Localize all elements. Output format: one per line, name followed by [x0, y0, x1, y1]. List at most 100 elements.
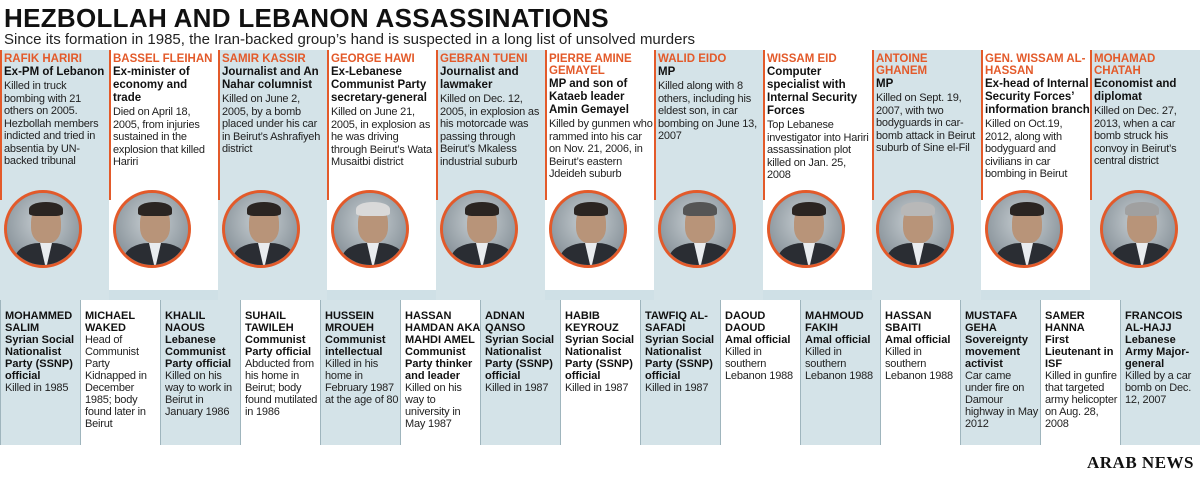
portrait-photo: [549, 190, 627, 268]
victim-name: SAMIR KASSIR: [222, 53, 306, 65]
victim-name: MICHAEL WAKED: [85, 310, 135, 334]
victim-card: GEORGE HAWI Ex-Lebanese Communist Party …: [327, 50, 436, 300]
victim-name: MAHMOUD FAKIH: [805, 310, 864, 334]
victim-entry: TAWFIQ AL-SAFADI Syrian Social Nationali…: [640, 300, 720, 445]
victim-detail: Killed by gunmen who rammed into his car…: [549, 118, 653, 180]
victim-card: ANTOINE GHANEM MP Killed on Sept. 19, 20…: [872, 50, 981, 300]
portrait-photo: [222, 190, 300, 268]
portrait-photo: [331, 190, 409, 268]
victim-detail: Abducted from his home in Beirut; body f…: [245, 358, 318, 418]
victim-role: Ex-Lebanese Communist Party secretary-ge…: [331, 66, 427, 104]
page-subtitle: Since its formation in 1985, the Iran-ba…: [4, 31, 695, 48]
victim-role: Ex-PM of Lebanon: [4, 66, 105, 78]
victim-detail: Died on April 18, 2005, from injuries su…: [113, 106, 205, 168]
victim-detail: Top Lebanese investigator into Hariri as…: [767, 119, 869, 181]
victim-name: KHALIL NAOUS: [165, 310, 206, 334]
victim-role: MP: [658, 66, 676, 78]
victim-name: HUSSEIN MROUEH: [325, 310, 374, 334]
arab-news-logo: ARAB NEWS: [1087, 453, 1194, 472]
victim-detail: Killed in 1987: [485, 382, 549, 394]
victim-entry: HASSAN HAMDAN AKA MAHDI AMEL Communist P…: [400, 300, 480, 445]
victim-entry: KHALIL NAOUS Lebanese Communist Party of…: [160, 300, 240, 445]
victim-name: ANTOINE GHANEM: [876, 53, 928, 77]
victim-role: Amal official: [725, 334, 791, 346]
victim-role: Communist intellectual: [325, 334, 386, 358]
victim-role: MP: [876, 78, 894, 90]
victim-name: TAWFIQ AL-SAFADI: [645, 310, 708, 334]
victim-entry: FRANCOIS AL-HAJJ Lebanese Army Major-gen…: [1120, 300, 1200, 445]
victim-role: Lebanese Communist Party official: [165, 334, 232, 370]
victim-detail: Killed on his way to work in Beirut in J…: [165, 370, 232, 418]
victim-entry: MUSTAFA GEHA Sovereignty movement activi…: [960, 300, 1040, 445]
victim-detail: Killed on June 2, 2005, by a bomb placed…: [222, 93, 321, 155]
victim-detail: Car came under fire on Damour highway in…: [965, 370, 1039, 430]
victim-detail: Killed on Oct.19, 2012, along with bodyg…: [985, 118, 1068, 180]
timeline-band: [0, 290, 1200, 300]
victim-detail: Killed in truck bombing with 21 others o…: [4, 80, 99, 167]
victim-card: BASSEL FLEIHAN Ex-minister of economy an…: [109, 50, 218, 300]
victim-role: Economist and diplomat: [1094, 78, 1177, 103]
victim-role: Lebanese Army Major-general: [1125, 334, 1190, 370]
victim-detail: Killed on Dec. 12, 2005, in explosion as…: [440, 93, 540, 168]
victim-detail: Killed in southern Lebanon 1988: [725, 346, 793, 382]
victim-name: WISSAM EID: [767, 53, 837, 65]
victim-entry: HUSSEIN MROUEH Communist intellectual Ki…: [320, 300, 400, 445]
victim-role: Syrian Social Nationalist Party (SSNP) o…: [5, 334, 75, 382]
victim-name: MOHAMMED SALIM: [5, 310, 73, 334]
victim-name: SUHAIL TAWILEH: [245, 310, 294, 334]
victim-name: RAFIK HARIRI: [4, 53, 82, 65]
victim-name: SAMER HANNA: [1045, 310, 1085, 334]
bottom-victims-row: MOHAMMED SALIM Syrian Social Nationalist…: [0, 300, 1200, 445]
portrait-photo: [113, 190, 191, 268]
victim-detail: Killed on Sept. 19, 2007, with two bodyg…: [876, 92, 976, 154]
victim-detail: Killed by a car bomb on Dec. 12, 2007: [1125, 370, 1192, 406]
victim-name: MOHAMAD CHATAH: [1094, 53, 1156, 77]
victim-role: Syrian Social Nationalist Party (SSNP) o…: [645, 334, 715, 382]
portrait-photo: [767, 190, 845, 268]
victim-name: GEN. WISSAM AL-HASSAN: [985, 53, 1086, 77]
victim-detail: Killed in his home in February 1987 at t…: [325, 358, 399, 406]
victim-role: Computer specialist with Internal Securi…: [767, 66, 858, 117]
page-title: HEZBOLLAH AND LEBANON ASSASSINATIONS: [4, 3, 609, 33]
victim-name: PIERRE AMINE GEMAYEL: [549, 53, 632, 77]
portrait-photo: [440, 190, 518, 268]
victim-role: Ex-minister of economy and trade: [113, 66, 190, 104]
victim-card: WISSAM EID Computer specialist with Inte…: [763, 50, 872, 300]
victim-detail: Killed on his way to university in May 1…: [405, 382, 462, 430]
victim-detail: Killed in 1987: [645, 382, 709, 394]
victim-entry: DAOUD DAOUD Amal official Killed in sout…: [720, 300, 800, 445]
victim-role: First Lieutenant in ISF: [1045, 334, 1114, 370]
victim-role: Amal official: [885, 334, 951, 346]
victim-detail: Killed on Dec. 27, 2013, when a car bomb…: [1094, 105, 1177, 167]
victim-entry: HABIB KEYROUZ Syrian Social Nationalist …: [560, 300, 640, 445]
victim-role: Communist Party official: [245, 334, 312, 358]
victim-role: Syrian Social Nationalist Party (SSNP) o…: [485, 334, 555, 382]
victim-name: HASSAN SBAITI: [885, 310, 932, 334]
portrait-photo: [1100, 190, 1178, 268]
victim-role: Communist Party thinker and leader: [405, 346, 473, 382]
portrait-photo: [658, 190, 736, 268]
victim-name: FRANCOIS AL-HAJJ: [1125, 310, 1183, 334]
victim-role: Syrian Social Nationalist Party (SSNP) o…: [565, 334, 635, 382]
victim-name: DAOUD DAOUD: [725, 310, 766, 334]
victim-role: Journalist and An Nahar columnist: [222, 66, 319, 91]
victim-detail: Killed in southern Lebanon 1988: [805, 346, 873, 382]
victim-entry: SUHAIL TAWILEH Communist Party official …: [240, 300, 320, 445]
victim-entry: MICHAEL WAKED Head of Communist Party Ki…: [80, 300, 160, 445]
victim-detail: Killed in gunfire that targeted army hel…: [1045, 370, 1118, 430]
victim-entry: ADNAN QANSO Syrian Social Nationalist Pa…: [480, 300, 560, 445]
victim-name: BASSEL FLEIHAN: [113, 53, 213, 65]
victim-detail: Killed in 1987: [565, 382, 629, 394]
portrait-photo: [4, 190, 82, 268]
victim-role: Amal official: [805, 334, 871, 346]
victim-entry: HASSAN SBAITI Amal official Killed in so…: [880, 300, 960, 445]
victim-name: GEBRAN TUENI: [440, 53, 528, 65]
victim-card: PIERRE AMINE GEMAYEL MP and son of Katae…: [545, 50, 654, 300]
victim-role: Sovereignty movement activist: [965, 334, 1028, 370]
victim-detail: Killed on June 21, 2005, in explosion as…: [331, 106, 432, 168]
victim-detail: Killed in southern Lebanon 1988: [885, 346, 953, 382]
victim-role: Journalist and lawmaker: [440, 66, 519, 91]
victim-role: MP and son of Kataeb leader Amin Gemayel: [549, 78, 629, 116]
victim-name: GEORGE HAWI: [331, 53, 415, 65]
victim-name: HABIB KEYROUZ: [565, 310, 619, 334]
